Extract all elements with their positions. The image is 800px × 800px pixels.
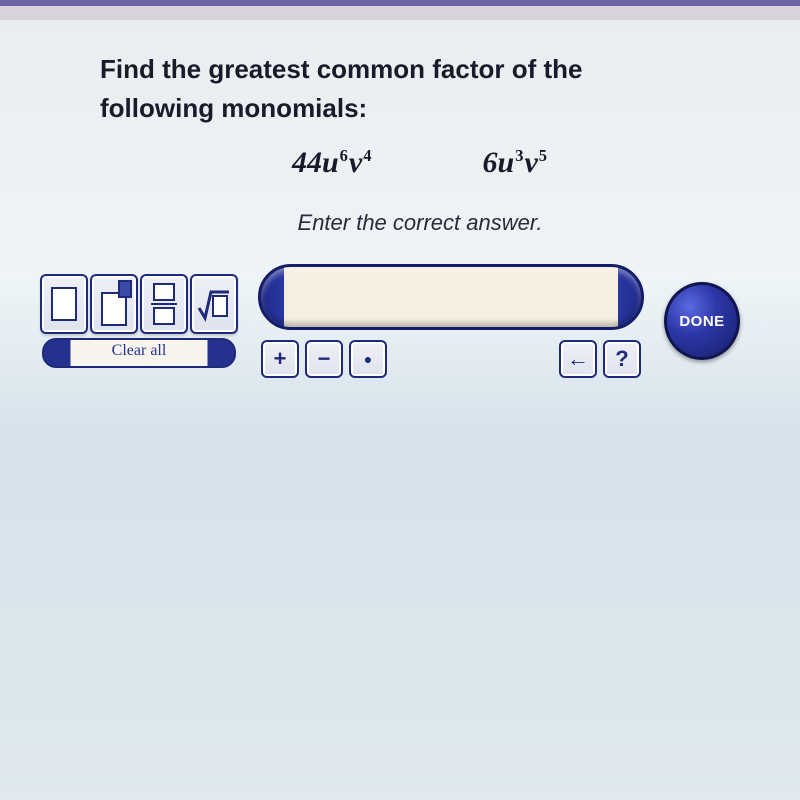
done-button[interactable]: DONE [664, 282, 740, 360]
sqrt-icon [197, 286, 231, 322]
format-plain-button[interactable] [40, 274, 88, 334]
answer-row: Clear all + − ● ← ? DONE [40, 264, 740, 378]
monomial-2: 6u3v5 [483, 146, 549, 180]
help-button[interactable]: ? [603, 340, 641, 378]
format-exponent-button[interactable] [90, 274, 138, 334]
minus-button[interactable]: − [305, 340, 343, 378]
back-arrow-icon: ← [567, 346, 589, 372]
exponent-box-icon [118, 280, 132, 298]
clear-all-label: Clear all [112, 342, 167, 359]
plus-icon: + [274, 346, 287, 372]
dot-button[interactable]: ● [349, 340, 387, 378]
blank-box-icon [51, 287, 77, 321]
question-panel: Find the greatest common factor of the f… [0, 20, 800, 378]
format-sqrt-button[interactable] [190, 274, 238, 334]
monomial-1: 44u6v4 [292, 146, 373, 180]
plus-button[interactable]: + [261, 340, 299, 378]
fraction-bar-icon [151, 303, 177, 305]
dot-icon: ● [364, 351, 372, 367]
backspace-button[interactable]: ← [559, 340, 597, 378]
question-line-2: following monomials: [100, 93, 367, 123]
answer-input[interactable] [258, 264, 644, 330]
help-icon: ? [615, 346, 628, 372]
format-palette: Clear all [40, 274, 238, 368]
monomials-row: 44u6v4 6u3v5 [100, 146, 740, 180]
format-fraction-button[interactable] [140, 274, 188, 334]
operator-row: + − ● ← ? [261, 340, 641, 378]
question-text: Find the greatest common factor of the f… [100, 50, 740, 128]
clear-all-button[interactable]: Clear all [42, 338, 236, 368]
window-top-bar [0, 0, 800, 20]
instruction-text: Enter the correct answer. [100, 210, 740, 236]
numerator-box-icon [153, 283, 175, 301]
denominator-box-icon [153, 307, 175, 325]
minus-icon: − [318, 346, 331, 372]
done-label: DONE [679, 313, 724, 330]
question-line-1: Find the greatest common factor of the [100, 54, 583, 84]
